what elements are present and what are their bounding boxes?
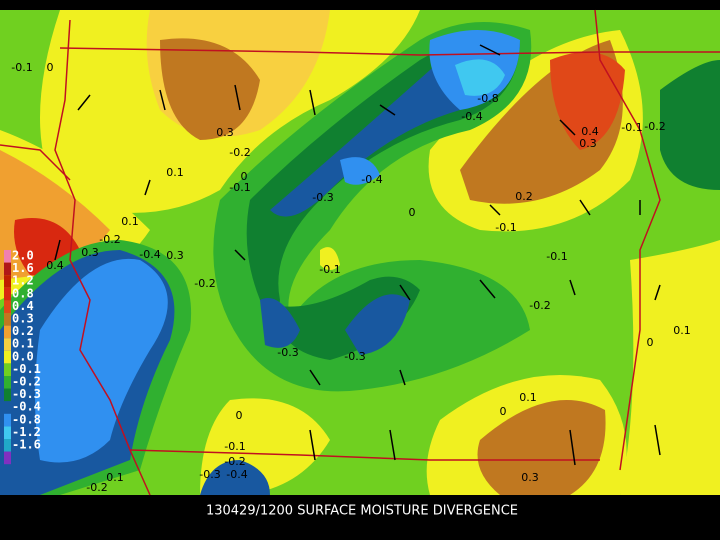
caption: 130429/1200 SURFACE MOISTURE DIVERGENCE bbox=[206, 504, 518, 519]
legend-swatch bbox=[4, 426, 11, 439]
legend-swatch bbox=[4, 439, 11, 452]
legend-swatch bbox=[4, 413, 11, 427]
state-borders bbox=[0, 9, 720, 496]
contour-label: -0.2 bbox=[529, 299, 550, 312]
legend-label: 0.3 bbox=[12, 312, 34, 326]
legend-label: 0.2 bbox=[12, 324, 34, 338]
legend-swatch bbox=[4, 338, 11, 351]
legend-swatch bbox=[4, 363, 11, 376]
contour-label: -0.2 bbox=[224, 455, 245, 468]
legend-swatch bbox=[4, 275, 11, 288]
contour-label: -0.3 bbox=[312, 191, 333, 204]
contour-label: 0.1 bbox=[519, 391, 537, 404]
contour-label: 0.3 bbox=[166, 249, 184, 262]
legend: 2.01.61.20.80.40.30.20.10.0-0.1-0.2-0.3-… bbox=[4, 249, 41, 465]
contour-label: 0.1 bbox=[166, 166, 184, 179]
legend-swatch bbox=[4, 376, 11, 389]
contour-label: -0.4 bbox=[226, 468, 247, 481]
legend-label: 0.4 bbox=[12, 299, 34, 313]
legend-label: -1.6 bbox=[12, 438, 41, 452]
legend-label: -0.1 bbox=[12, 362, 41, 376]
legend-label: 0.1 bbox=[12, 337, 34, 351]
contour-label: -0.1 bbox=[546, 250, 567, 263]
legend-label: -0.2 bbox=[12, 375, 41, 389]
legend-label: 1.6 bbox=[12, 261, 34, 275]
contour-label: 0 bbox=[236, 409, 243, 422]
legend-swatch bbox=[4, 451, 11, 465]
wind-barbs bbox=[54, 44, 661, 466]
legend-swatch bbox=[4, 350, 11, 364]
contour-label: 0.3 bbox=[216, 126, 234, 139]
legend-label: 0.8 bbox=[12, 286, 34, 300]
contour-label: -0.1 bbox=[319, 263, 340, 276]
contour-label: 0.3 bbox=[521, 471, 539, 484]
contour-labels: -0.1 00.3-0.20.1-0.10-0.3-0.4-0.8-0.40.40… bbox=[11, 61, 690, 494]
contour-label: -0.4 bbox=[139, 248, 160, 261]
contour-label: -0.1 bbox=[621, 121, 642, 134]
legend-label: -0.8 bbox=[12, 412, 41, 426]
contour-label: -0.2 bbox=[229, 146, 250, 159]
contour-label: 0.3 bbox=[579, 137, 597, 150]
contour-label: -0.4 bbox=[461, 110, 482, 123]
legend-label: -0.3 bbox=[12, 387, 41, 401]
legend-swatch bbox=[4, 325, 11, 339]
legend-label: -0.4 bbox=[12, 400, 41, 414]
contour-label: -0.2 bbox=[194, 277, 215, 290]
contour-label: -0.3 bbox=[344, 350, 365, 363]
contour-label: 0 bbox=[409, 206, 416, 219]
contour-label: -0.1 bbox=[11, 61, 32, 74]
contour-label: -0.3 bbox=[199, 468, 220, 481]
legend-swatch bbox=[4, 313, 11, 326]
legend-swatch bbox=[4, 401, 11, 414]
legend-swatch bbox=[4, 388, 11, 402]
contour-label: 0.4 bbox=[46, 259, 64, 272]
contour-label: -0.8 bbox=[477, 92, 498, 105]
contour-fill bbox=[0, 10, 720, 495]
contour-label: 0 bbox=[241, 170, 248, 183]
legend-swatch bbox=[4, 250, 11, 263]
legend-label: -1.2 bbox=[12, 425, 41, 439]
legend-label: 2.0 bbox=[12, 249, 34, 263]
contour-label: -0.4 bbox=[361, 173, 382, 186]
contour-label: -0.3 bbox=[277, 346, 298, 359]
contour-label: -0.1 bbox=[229, 181, 250, 194]
contour-label: 0.1 bbox=[106, 471, 124, 484]
contour-label: -0.2 bbox=[644, 120, 665, 133]
contour-label: -0.2 bbox=[86, 481, 107, 494]
contour-label: 0.2 bbox=[515, 190, 533, 203]
contour-label: 0.1 bbox=[121, 215, 139, 228]
legend-label: 1.2 bbox=[12, 274, 34, 288]
legend-label: 0.0 bbox=[12, 349, 34, 363]
contour-label: -0.1 bbox=[495, 221, 516, 234]
contour-label: 0 bbox=[500, 405, 507, 418]
contour-label: -0.1 bbox=[224, 440, 245, 453]
contour-label: 0.4 bbox=[581, 125, 599, 138]
contour-label: 0.3 bbox=[81, 246, 99, 259]
legend-swatch bbox=[4, 287, 11, 301]
contour-label: 0 bbox=[47, 61, 54, 74]
contour-label: 0.1 bbox=[673, 324, 691, 337]
contour-label: 0 bbox=[647, 336, 654, 349]
legend-swatch bbox=[4, 300, 11, 313]
contour-label: -0.2 bbox=[99, 233, 120, 246]
legend-swatch bbox=[4, 262, 11, 276]
